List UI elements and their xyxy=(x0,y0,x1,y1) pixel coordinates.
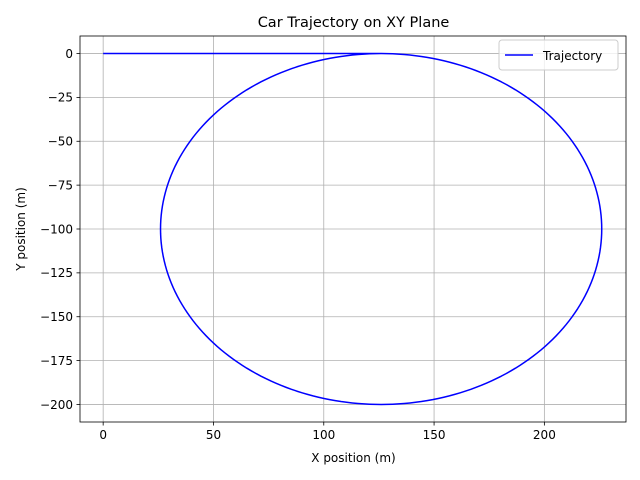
y-tick-label: −125 xyxy=(40,266,73,280)
y-tick-label: −200 xyxy=(40,398,73,412)
legend: Trajectory xyxy=(498,39,619,71)
legend-box xyxy=(498,39,619,71)
y-tick-label: −100 xyxy=(40,222,73,236)
x-tick-label: 0 xyxy=(99,428,107,442)
y-tick-label: −175 xyxy=(40,354,73,368)
x-tick-label: 100 xyxy=(312,428,335,442)
x-tick-label: 200 xyxy=(533,428,556,442)
y-tick-label: 0 xyxy=(65,47,73,61)
chart-title: Car Trajectory on XY Plane xyxy=(258,15,450,31)
x-axis-label: X position (m) xyxy=(311,451,395,465)
y-tick-label: −75 xyxy=(48,178,73,192)
data-layer xyxy=(103,52,603,406)
legend-label-trajectory: Trajectory xyxy=(542,49,602,63)
x-tick-label: 50 xyxy=(206,428,221,442)
y-tick-label: −150 xyxy=(40,310,73,324)
y-axis-label: Y position (m) xyxy=(14,187,28,272)
series-line-trajectory xyxy=(103,52,603,406)
x-tick-label: 150 xyxy=(423,428,446,442)
x-axis-ticks: 0 50 100 150 200 xyxy=(99,422,556,442)
y-tick-label: −25 xyxy=(48,91,73,105)
grid-lines xyxy=(80,36,626,422)
y-tick-label: −50 xyxy=(48,135,73,149)
y-axis-ticks: 0 −25 −50 −75 −100 −125 −150 −175 −200 xyxy=(40,47,80,412)
